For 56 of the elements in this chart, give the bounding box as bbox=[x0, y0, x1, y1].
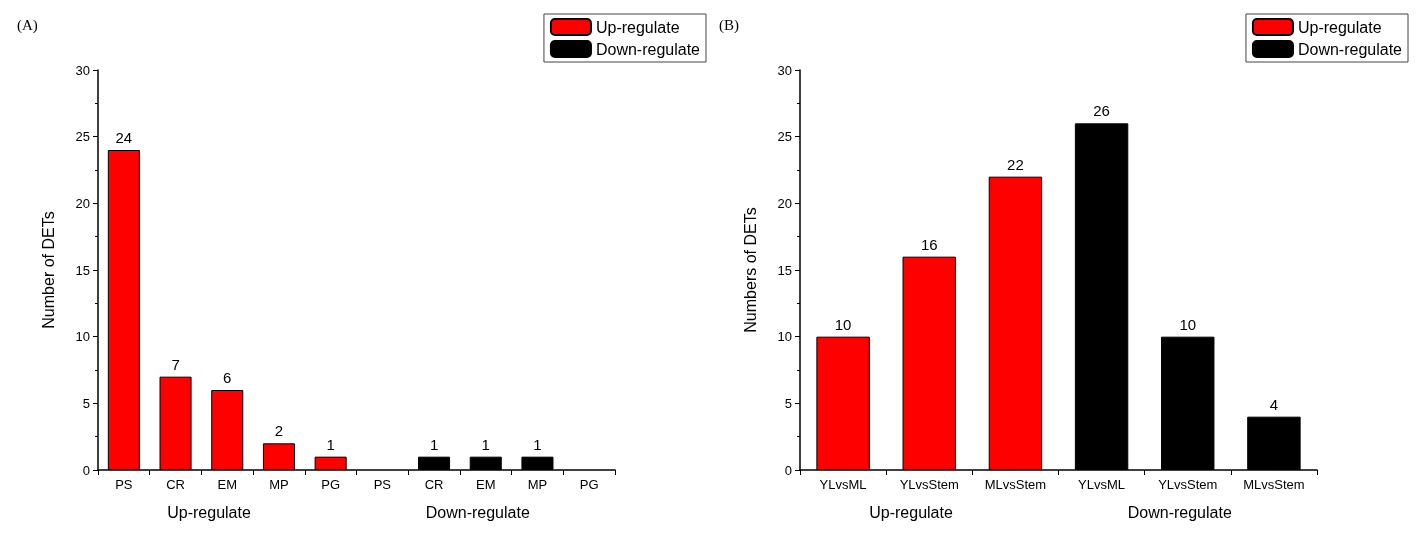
x-tick-label: EM bbox=[217, 477, 237, 492]
y-tick-label: 0 bbox=[784, 462, 792, 478]
chart-title: (B) bbox=[719, 16, 739, 34]
text: Down-regulate bbox=[1127, 503, 1232, 521]
y-tick-label: 5 bbox=[784, 395, 792, 411]
data-label: 1 bbox=[533, 435, 542, 453]
y-tick-label: 15 bbox=[777, 262, 792, 278]
x-tick-label: YLvsStem bbox=[1158, 477, 1218, 492]
x-tick-label: CR bbox=[166, 477, 185, 492]
data-label: 7 bbox=[171, 355, 180, 373]
x-tick-label: MP bbox=[269, 477, 289, 492]
data-label: 2 bbox=[274, 422, 284, 440]
text: Up-regulate bbox=[869, 503, 953, 521]
text: Up-regulate bbox=[167, 503, 251, 521]
data-label: 6 bbox=[223, 369, 232, 386]
x-tick-label: YLvsML bbox=[819, 477, 867, 492]
data-label: 1 bbox=[481, 435, 490, 453]
data-label: 10 bbox=[1179, 315, 1197, 333]
legend-label: Up-regulate bbox=[595, 18, 680, 36]
chart-title: (A) bbox=[17, 16, 38, 34]
x-tick-label: MLvsStem bbox=[984, 477, 1047, 492]
x-tick-label: EM bbox=[476, 477, 496, 492]
legend-label: Up-regulate bbox=[1297, 18, 1382, 36]
data-label: 10 bbox=[834, 315, 852, 333]
y-tick-label: 5 bbox=[82, 395, 90, 411]
legend-label: Down-regulate bbox=[1297, 40, 1403, 58]
y-tick-label: 0 bbox=[82, 462, 90, 478]
y-tick-label: 30 bbox=[777, 62, 792, 78]
y-tick-label: 25 bbox=[75, 129, 90, 145]
y-tick-label: 15 bbox=[75, 262, 90, 278]
y-tick-label: 10 bbox=[777, 329, 792, 345]
x-tick-label: PS bbox=[373, 477, 392, 492]
data-label: 26 bbox=[1093, 102, 1110, 120]
x-tick-label: CR bbox=[424, 477, 444, 492]
data-label: 24 bbox=[115, 129, 133, 146]
data-label: 16 bbox=[920, 235, 938, 253]
legend-label: Down-regulate bbox=[595, 40, 701, 58]
data-label: 4 bbox=[1269, 395, 1279, 413]
x-tick-label: PG bbox=[579, 477, 599, 492]
x-tick-label: PS bbox=[115, 477, 133, 492]
x-tick-label: YLvsStem bbox=[899, 477, 959, 492]
y-tick-label: 25 bbox=[777, 129, 792, 145]
y-axis-title: Numbers of DETs bbox=[741, 207, 759, 333]
text: Down-regulate bbox=[425, 503, 530, 521]
y-tick-label: 20 bbox=[777, 195, 792, 211]
y-tick-label: 30 bbox=[75, 62, 90, 78]
data-label: 1 bbox=[429, 435, 439, 453]
y-tick-label: 10 bbox=[75, 329, 90, 345]
x-tick-label: MP bbox=[527, 477, 548, 492]
x-tick-label: YLvsML bbox=[1078, 477, 1126, 492]
y-axis-title: Number of DETs bbox=[39, 211, 57, 329]
data-label: 22 bbox=[1007, 155, 1024, 173]
y-tick-label: 20 bbox=[75, 195, 90, 211]
x-tick-label: PG bbox=[321, 477, 341, 492]
x-tick-label: MLvsStem bbox=[1243, 477, 1305, 492]
data-label: 1 bbox=[326, 435, 335, 453]
